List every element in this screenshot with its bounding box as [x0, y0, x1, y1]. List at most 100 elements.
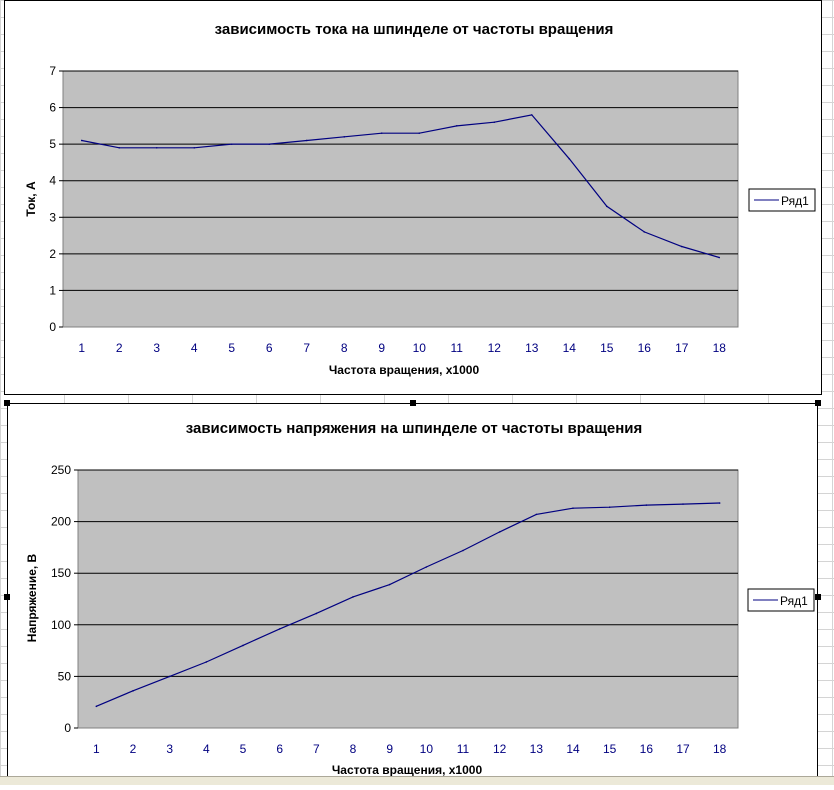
resize-handle-top-left[interactable]	[4, 400, 10, 406]
x-tick-label: 9	[378, 341, 385, 355]
voltage-chart[interactable]: зависимость напряжения на шпинделе от ча…	[7, 403, 818, 784]
data-point	[530, 114, 533, 116]
chart-title: зависимость напряжения на шпинделе от ча…	[186, 420, 643, 437]
data-point	[572, 507, 574, 509]
x-tick-label: 6	[266, 341, 273, 355]
data-point	[418, 132, 421, 134]
x-tick-label: 15	[600, 341, 614, 355]
data-point	[168, 675, 171, 678]
data-point	[498, 531, 501, 533]
x-tick-label: 17	[676, 742, 690, 756]
window-status-bar	[0, 776, 834, 785]
data-point	[242, 644, 244, 647]
data-point	[380, 132, 383, 134]
x-tick-label: 5	[240, 742, 247, 756]
data-point	[95, 705, 98, 708]
legend[interactable]: Ряд1	[747, 588, 815, 612]
x-tick-label: 4	[191, 341, 198, 355]
y-tick-label: 250	[51, 463, 71, 477]
current-chart[interactable]: зависимость тока на шпинделе от частоты …	[4, 0, 822, 395]
y-tick-label: 6	[49, 101, 56, 115]
x-axis-label: Частота вращения, x1000	[329, 363, 480, 377]
series-line[interactable]	[96, 502, 720, 707]
y-tick-label: 0	[49, 320, 56, 334]
y-tick-label: 200	[51, 515, 71, 529]
data-point	[268, 143, 271, 145]
data-point	[682, 503, 684, 505]
x-tick-label: 12	[488, 341, 502, 355]
y-tick-label: 50	[58, 669, 72, 683]
data-point	[343, 136, 346, 138]
x-tick-label: 7	[313, 742, 320, 756]
data-point	[680, 245, 683, 248]
x-tick-label: 16	[640, 742, 654, 756]
x-tick-label: 6	[276, 742, 283, 756]
y-tick-label: 100	[51, 618, 71, 632]
data-point	[718, 502, 721, 504]
x-tick-label: 11	[457, 742, 470, 756]
data-point	[80, 139, 83, 142]
x-tick-label: 2	[116, 341, 123, 355]
x-tick-label: 13	[525, 341, 539, 355]
x-tick-label: 5	[228, 341, 235, 355]
series-line[interactable]	[81, 114, 720, 259]
y-tick-label: 5	[49, 137, 56, 151]
x-tick-label: 10	[413, 341, 427, 355]
data-point	[605, 205, 608, 208]
chart-title: зависимость тока на шпинделе от частоты …	[215, 21, 614, 38]
x-tick-label: 18	[713, 742, 727, 756]
x-tick-label: 1	[93, 742, 100, 756]
legend[interactable]: Ряд1	[748, 188, 816, 212]
x-tick-label: 14	[566, 742, 580, 756]
voltage-chart-svg: зависимость напряжения на шпинделе от ча…	[25, 420, 815, 777]
legend-entry: Ряд1	[780, 594, 808, 608]
x-tick-label: 10	[420, 742, 434, 756]
data-point	[462, 549, 464, 552]
y-tick-label: 3	[49, 210, 56, 224]
data-point	[352, 596, 354, 598]
x-tick-label: 8	[350, 742, 357, 756]
data-point	[205, 661, 208, 663]
data-point	[315, 612, 318, 615]
y-tick-label: 4	[49, 174, 56, 188]
data-point	[455, 125, 458, 127]
x-tick-label: 17	[675, 341, 689, 355]
data-point	[118, 147, 121, 149]
x-tick-label: 15	[603, 742, 617, 756]
y-tick-label: 150	[51, 566, 71, 580]
x-tick-label: 14	[563, 341, 577, 355]
x-tick-label: 1	[78, 341, 85, 355]
x-tick-label: 13	[530, 742, 544, 756]
resize-handle-left-middle[interactable]	[4, 594, 10, 600]
x-tick-label: 3	[153, 341, 160, 355]
x-tick-label: 9	[386, 742, 393, 756]
x-tick-label: 18	[713, 341, 727, 355]
y-tick-label: 7	[49, 64, 56, 78]
legend-box	[747, 588, 815, 612]
resize-handle-right-middle[interactable]	[815, 594, 821, 600]
data-point	[278, 628, 281, 630]
data-point	[535, 513, 538, 516]
y-tick-label: 1	[49, 283, 56, 297]
current-chart-svg: зависимость тока на шпинделе от частоты …	[24, 21, 816, 377]
x-tick-label: 2	[130, 742, 137, 756]
x-tick-label: 11	[451, 341, 464, 355]
data-point	[608, 506, 611, 508]
legend-box	[748, 188, 816, 212]
data-point	[155, 147, 158, 149]
resize-handle-top-right[interactable]	[815, 400, 821, 406]
x-tick-label: 8	[341, 341, 348, 355]
data-point	[568, 157, 571, 160]
legend-entry: Ряд1	[781, 194, 809, 208]
y-axis-label: Напряжение, В	[25, 553, 39, 642]
x-tick-label: 12	[493, 742, 507, 756]
resize-handle-top-middle[interactable]	[410, 400, 416, 406]
data-point	[132, 690, 134, 692]
data-point	[193, 147, 196, 149]
y-tick-label: 2	[49, 247, 56, 261]
data-point	[718, 256, 721, 259]
x-tick-label: 7	[303, 341, 310, 355]
data-point	[388, 583, 391, 586]
x-tick-label: 3	[166, 742, 173, 756]
data-point	[305, 139, 308, 142]
